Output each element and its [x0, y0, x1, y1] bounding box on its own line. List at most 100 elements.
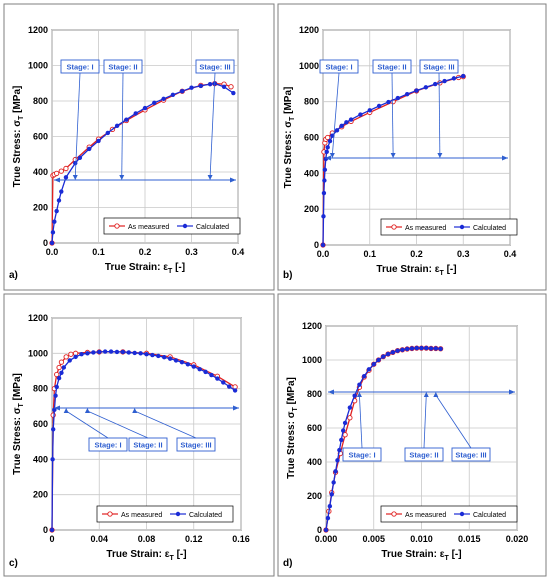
data-point-calculated: [150, 352, 155, 358]
y-tick-label: 200: [307, 491, 322, 501]
y-axis-label-sub: T: [292, 406, 299, 411]
x-tick-label: 0.3: [185, 247, 198, 257]
data-point-calculated: [144, 352, 149, 357]
panel-border: [3, 293, 275, 577]
data-point-calculated: [53, 393, 58, 398]
data-point-calculated: [428, 346, 434, 351]
x-tick-label: 0.020: [506, 534, 529, 544]
x-axis-label-unit: [-]: [172, 262, 185, 273]
data-point-calculated: [327, 504, 333, 509]
data-point-calculated: [324, 149, 329, 155]
stage-pointer-line: [359, 394, 363, 449]
panel-border: [3, 3, 275, 291]
span-arrowhead-left: [54, 405, 60, 411]
data-point-calculated: [385, 351, 391, 357]
y-axis-label-main: True Stress: σ: [283, 121, 294, 189]
data-point-calculated: [185, 362, 191, 367]
x-tick-label: 0.16: [232, 534, 250, 544]
data-point-calculated: [321, 190, 327, 196]
data-point-calculated: [49, 527, 55, 533]
x-axis-label-main: True Strain: ε: [381, 549, 444, 560]
stage-label-text: Stage: III: [199, 63, 230, 72]
stage-pointer-line: [423, 394, 427, 449]
legend-item-label: Calculated: [196, 224, 229, 231]
legend-item-label: As measured: [405, 512, 446, 519]
stage-label-text: Stage: III: [180, 441, 211, 450]
data-point-calculated: [404, 91, 410, 97]
chart-panel-3: 0 0.04 0.08 0.12 0.16 0 200 400 600 800 1000 1200 Tr…: [3, 293, 275, 577]
y-tick-label: 1200: [28, 25, 48, 35]
y-axis-label-sub: T: [18, 115, 25, 120]
data-point-calculated: [114, 123, 120, 129]
data-point-calculated: [433, 81, 438, 87]
data-point-calculated: [348, 117, 354, 122]
x-tick-label: 0.2: [139, 247, 152, 257]
stage-label-text: Stage: II: [108, 63, 137, 72]
y-tick-label: 1200: [299, 25, 319, 35]
data-point-measured: [342, 432, 348, 438]
y-tick-label: 1000: [299, 61, 319, 71]
x-tick-label: 0.08: [138, 534, 156, 544]
data-point-calculated: [221, 380, 226, 385]
data-point-measured: [58, 359, 65, 365]
y-axis-label: True Stress: σT [MPa]: [286, 377, 299, 479]
stage-pointer-line: [134, 410, 197, 439]
data-point-calculated: [132, 350, 137, 356]
x-axis-label-main: True Strain: ε: [106, 549, 169, 560]
data-point-calculated: [56, 198, 62, 203]
chart-panel-4: 0.000 0.005 0.010 0.015 0.020 0 200 400 600 800 10…: [277, 293, 547, 577]
data-point-calculated: [170, 92, 176, 97]
x-tick-label: 0.010: [410, 534, 433, 544]
data-point-calculated: [395, 348, 400, 353]
data-point-measured: [56, 364, 62, 371]
span-arrowhead-right: [233, 405, 239, 411]
data-point-calculated: [209, 372, 214, 378]
stage-pointer-line: [331, 72, 340, 156]
span-arrowhead-left: [328, 389, 334, 395]
stage-pointer-arrowhead: [423, 392, 429, 397]
y-tick-label: 0: [43, 525, 48, 535]
y-axis-label-main: True Stress: σ: [12, 407, 23, 475]
data-point-calculated: [433, 346, 439, 351]
data-point-calculated: [189, 85, 194, 90]
panel-border: [277, 293, 547, 577]
stage-label-text: Stage: II: [377, 63, 406, 72]
y-axis-label-unit: [MPa]: [283, 87, 294, 117]
data-point-calculated: [61, 365, 67, 370]
data-point-calculated: [357, 382, 362, 387]
chart-panel-1: 0.0 0.1 0.2 0.3 0.4 0 200 400 600 800 1000 1200 True…: [3, 3, 275, 291]
y-tick-label: 600: [304, 133, 319, 143]
data-point-calculated: [133, 111, 138, 116]
data-point-calculated: [50, 230, 56, 235]
x-tick-label: 0.4: [504, 249, 517, 259]
data-point-calculated: [197, 367, 202, 372]
y-tick-label: 1000: [302, 355, 322, 365]
data-point-calculated: [73, 354, 78, 360]
span-arrowhead-right: [230, 177, 236, 183]
data-point-calculated: [79, 352, 84, 357]
x-tick-label: 0.005: [362, 534, 385, 544]
data-point-calculated: [191, 364, 196, 369]
legend-swatch-marker: [391, 224, 397, 230]
data-point-calculated: [215, 376, 220, 381]
stage-pointer-arrowhead: [207, 175, 213, 180]
data-point-calculated: [161, 96, 166, 102]
y-tick-label: 800: [304, 97, 319, 107]
x-axis-label-sub: T: [170, 555, 175, 562]
y-axis-label-sub: T: [18, 402, 25, 407]
data-point-calculated: [52, 407, 57, 413]
y-axis-label: True Stress: σT [MPa]: [12, 86, 25, 188]
y-tick-label: 600: [307, 423, 322, 433]
data-point-calculated: [366, 367, 372, 372]
legend-box: [380, 505, 518, 523]
data-point-calculated: [198, 83, 203, 89]
data-point-calculated: [409, 346, 415, 351]
data-point-calculated: [320, 242, 326, 248]
data-point-calculated: [404, 346, 410, 352]
data-point-measured: [58, 168, 64, 174]
data-point-calculated: [321, 214, 326, 219]
legend-box: [96, 505, 234, 523]
legend-item-label: Calculated: [189, 512, 222, 519]
stage-label-text: Stage: III: [455, 451, 486, 460]
data-point-calculated: [327, 138, 333, 144]
